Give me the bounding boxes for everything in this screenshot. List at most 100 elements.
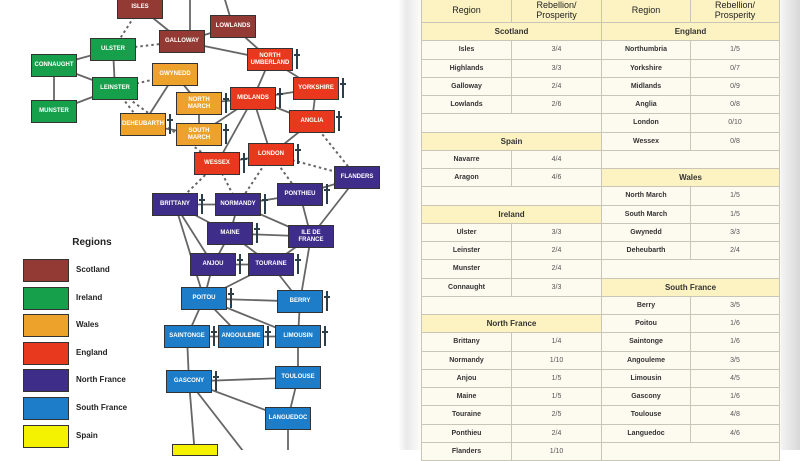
region-node-london[interactable]: LONDON (248, 143, 294, 166)
region-node-ulster[interactable]: ULSTER (90, 38, 136, 61)
table-row: Ulster 3/3 (421, 222, 602, 243)
value-cell: 0/7 (690, 58, 780, 78)
value-cell: 0/8 (690, 131, 780, 151)
region-node-southmarch[interactable]: SOUTH MARCH (176, 123, 222, 146)
region-node-touraine[interactable]: TOURAINE (248, 253, 294, 276)
blank-row (421, 113, 602, 133)
region-cell: Languedoc (601, 423, 691, 443)
legend-label: North France (76, 375, 126, 385)
table-row: Languedoc 4/6 (601, 423, 780, 443)
region-node-gascony[interactable]: GASCONY (166, 370, 212, 393)
value-cell: 3/3 (690, 222, 780, 243)
section-header: Spain (421, 131, 602, 151)
blank-row (601, 259, 780, 279)
table-row: North March 1/5 (601, 186, 780, 206)
value-cell: 3/4 (511, 40, 602, 60)
table-row: Wessex 0/8 (601, 131, 780, 151)
dagger-icon (322, 326, 328, 346)
region-cell: Wessex (601, 131, 691, 151)
table-row: Lowlands 2/6 (421, 94, 602, 115)
region-node-anglia[interactable]: ANGLIA (289, 110, 335, 133)
value-cell: 3/3 (511, 222, 602, 243)
value-cell: 0/8 (690, 94, 780, 115)
region-node-languedoc[interactable]: LANGUEDOC (265, 407, 311, 430)
table-header: Region Rebellion/ Prosperity (421, 0, 602, 23)
table-row: Ponthieu 2/4 (421, 423, 602, 443)
table-row: Navarre 4/4 (421, 149, 602, 170)
map-page: ISLES LOWLANDS GALLOWAY ULSTER CONNAUGHT LEIN… (0, 0, 405, 456)
region-node-northmarch[interactable]: NORTH MARCH (176, 92, 222, 115)
region-node-toulouse[interactable]: TOULOUSE (275, 366, 321, 389)
legend-label: South France (76, 403, 128, 412)
legend-swatch (23, 369, 69, 393)
region-node-gwynedd[interactable]: GWYNEDD (152, 63, 198, 86)
table-row: Saintonge 1/6 (601, 332, 780, 352)
region-cell: Leinster (421, 240, 512, 261)
region-node-spainnode[interactable] (172, 444, 218, 456)
region-node-angouleme[interactable]: ANGOULEME (218, 325, 264, 348)
region-node-lowlands[interactable]: LOWLANDS (210, 15, 256, 38)
region-node-galloway[interactable]: GALLOWAY (159, 30, 205, 53)
region-node-deheubarth[interactable]: DEHEUBARTH (120, 113, 166, 136)
region-cell: Gascony (601, 386, 691, 407)
blank-cell (601, 441, 780, 461)
region-node-saintonge[interactable]: SAINTONGE (164, 325, 210, 348)
region-cell: Connaught (421, 277, 512, 297)
section-header: England (601, 21, 780, 42)
value-cell: 1/10 (511, 350, 602, 370)
value-cell: 2/4 (511, 240, 602, 261)
dagger-icon (237, 254, 243, 274)
region-cell: London (601, 113, 691, 133)
section-header: Wales (601, 167, 780, 188)
table-row: Galloway 2/4 (421, 76, 602, 97)
dagger-icon (241, 153, 247, 173)
region-cell: Navarre (421, 149, 512, 170)
dagger-icon (336, 111, 342, 131)
table-row: Flanders 1/10 (421, 441, 602, 461)
value-cell: 1/6 (690, 332, 780, 352)
region-cell: Yorkshire (601, 58, 691, 78)
region-node-poitou[interactable]: POITOU (181, 287, 227, 310)
region-cell: Poitou (601, 313, 691, 334)
region-node-normandy[interactable]: NORMANDY (215, 193, 261, 216)
region-node-limousin[interactable]: LIMOUSIN (275, 325, 321, 348)
region-node-maine[interactable]: MAINE (207, 222, 253, 245)
dagger-icon (211, 326, 217, 346)
region-cell: Normandy (421, 350, 512, 370)
region-node-northumberland[interactable]: NORTH UMBERLAND (247, 48, 293, 71)
value-cell: 1/6 (690, 313, 780, 334)
land-connection (188, 381, 196, 450)
region-node-brittany[interactable]: BRITTANY (152, 193, 198, 216)
blank-row (421, 186, 602, 206)
value-cell: 1/5 (511, 386, 602, 407)
region-node-midlands[interactable]: MIDLANDS (230, 87, 276, 110)
table-row: London 0/10 (601, 113, 780, 133)
region-node-berry[interactable]: BERRY (277, 290, 323, 313)
section-title: South France (601, 277, 780, 297)
value-cell: 1/5 (690, 204, 780, 224)
region-node-iledefrance[interactable]: ILE DE FRANCE (288, 225, 334, 248)
section-header: North France (421, 313, 602, 334)
dagger-icon (324, 291, 330, 311)
page-edge (781, 0, 800, 450)
page-gutter (398, 0, 420, 450)
region-node-isles[interactable]: ISLES (117, 0, 163, 19)
region-cell: Aragon (421, 167, 512, 188)
table-row: Berry 3/5 (601, 295, 780, 316)
region-node-yorkshire[interactable]: YORKSHIRE (293, 77, 339, 100)
value-cell: 3/3 (511, 277, 602, 297)
value-cell: 1/5 (690, 40, 780, 60)
region-node-flanders[interactable]: FLANDERS (334, 166, 380, 189)
value-cell: 2/4 (511, 259, 602, 279)
region-node-connaught[interactable]: CONNAUGHT (31, 54, 77, 77)
dagger-icon (213, 371, 219, 391)
value-cell: 3/5 (690, 350, 780, 370)
legend-label: Spain (76, 430, 98, 440)
region-node-ponthieu[interactable]: PONTHIEU (277, 183, 323, 206)
region-node-anjou[interactable]: ANJOU (190, 253, 236, 276)
region-node-leinster[interactable]: LEINSTER (92, 77, 138, 100)
legend-title: Regions (72, 237, 112, 248)
region-cell: Berry (601, 295, 691, 316)
region-node-wessex[interactable]: WESSEX (194, 152, 240, 175)
region-node-munster[interactable]: MUNSTER (31, 100, 77, 123)
